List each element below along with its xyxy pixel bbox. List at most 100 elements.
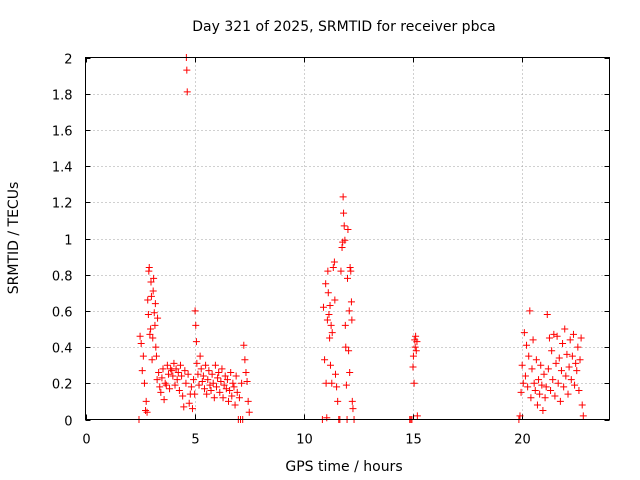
data-point — [568, 352, 576, 360]
data-point — [557, 367, 565, 375]
data-point — [517, 388, 525, 396]
data-point — [145, 263, 153, 271]
data-point — [345, 307, 353, 315]
data-point — [573, 367, 581, 375]
data-point — [326, 361, 334, 369]
data-point — [412, 332, 420, 340]
y-tick-label: 0.4 — [52, 342, 73, 357]
data-point — [346, 263, 354, 271]
data-point — [150, 274, 158, 282]
data-point — [140, 379, 148, 387]
data-point — [334, 397, 342, 405]
plot-frame — [85, 57, 610, 420]
data-point — [571, 381, 579, 389]
data-point — [244, 397, 252, 405]
data-point — [137, 339, 145, 347]
data-point — [190, 376, 198, 384]
data-point — [556, 397, 564, 405]
data-point — [566, 336, 574, 344]
x-tick-label: 0 — [82, 433, 90, 448]
data-point — [215, 368, 223, 376]
y-tick-label: 1 — [64, 234, 72, 249]
data-point — [178, 372, 186, 380]
y-tick-label: 1.8 — [52, 89, 73, 104]
data-point — [550, 330, 558, 338]
data-point — [183, 66, 191, 74]
y-tick-label: 0.8 — [52, 270, 73, 285]
data-point — [162, 381, 170, 389]
data-point — [150, 309, 158, 317]
data-point — [562, 372, 570, 380]
data-point — [199, 372, 207, 380]
data-point — [328, 329, 336, 337]
data-point — [518, 361, 526, 369]
data-point — [210, 394, 218, 402]
data-point — [144, 311, 152, 319]
x-tick-label: 10 — [296, 433, 313, 448]
data-point — [235, 394, 243, 402]
data-point — [207, 387, 215, 395]
data-point — [339, 193, 347, 201]
data-point — [345, 347, 353, 355]
data-point — [191, 307, 199, 315]
data-point — [226, 387, 234, 395]
data-point — [565, 363, 573, 371]
data-point — [576, 356, 584, 364]
data-point — [240, 341, 248, 349]
data-point — [228, 392, 236, 400]
data-point — [329, 263, 337, 271]
data-point — [176, 361, 184, 369]
data-point — [554, 379, 562, 387]
data-point — [567, 376, 575, 384]
data-point — [218, 365, 226, 373]
data-point — [146, 330, 154, 338]
data-point — [321, 356, 329, 364]
data-point — [156, 383, 164, 391]
data-point — [147, 278, 155, 286]
data-point — [175, 387, 183, 395]
data-point — [179, 392, 187, 400]
data-point — [528, 365, 536, 373]
data-point — [229, 379, 237, 387]
chart-title: Day 321 of 2025, SRMTID for receiver pbc… — [192, 19, 495, 35]
data-point — [521, 372, 529, 380]
y-tick-label: 1.4 — [52, 161, 73, 176]
data-point — [547, 387, 555, 395]
data-point — [197, 365, 205, 373]
data-point — [181, 367, 189, 375]
data-point — [223, 376, 231, 384]
data-point — [194, 370, 202, 378]
data-point — [202, 361, 210, 369]
data-point — [151, 300, 159, 308]
data-point — [231, 401, 239, 409]
data-point — [524, 383, 532, 391]
data-point — [183, 88, 191, 96]
data-point — [220, 381, 228, 389]
data-point — [192, 321, 200, 329]
data-point — [217, 377, 225, 385]
data-point — [184, 370, 192, 378]
data-point — [324, 267, 332, 275]
data-point — [342, 343, 350, 351]
data-point — [182, 379, 190, 387]
data-point — [569, 330, 577, 338]
data-point — [325, 311, 333, 319]
data-point — [411, 343, 419, 351]
data-point — [559, 339, 567, 347]
y-tick-label: 0.2 — [52, 378, 73, 393]
data-point — [331, 370, 339, 378]
data-point — [195, 381, 203, 389]
data-points — [135, 54, 587, 423]
x-tick-label: 20 — [514, 433, 531, 448]
y-tick-label: 0.6 — [52, 306, 73, 321]
data-point — [561, 325, 569, 333]
data-point — [138, 367, 146, 375]
data-point — [326, 301, 334, 309]
data-point — [341, 236, 349, 244]
data-point — [349, 405, 357, 413]
data-point — [230, 383, 238, 391]
data-point — [519, 379, 527, 387]
data-point — [142, 397, 150, 405]
